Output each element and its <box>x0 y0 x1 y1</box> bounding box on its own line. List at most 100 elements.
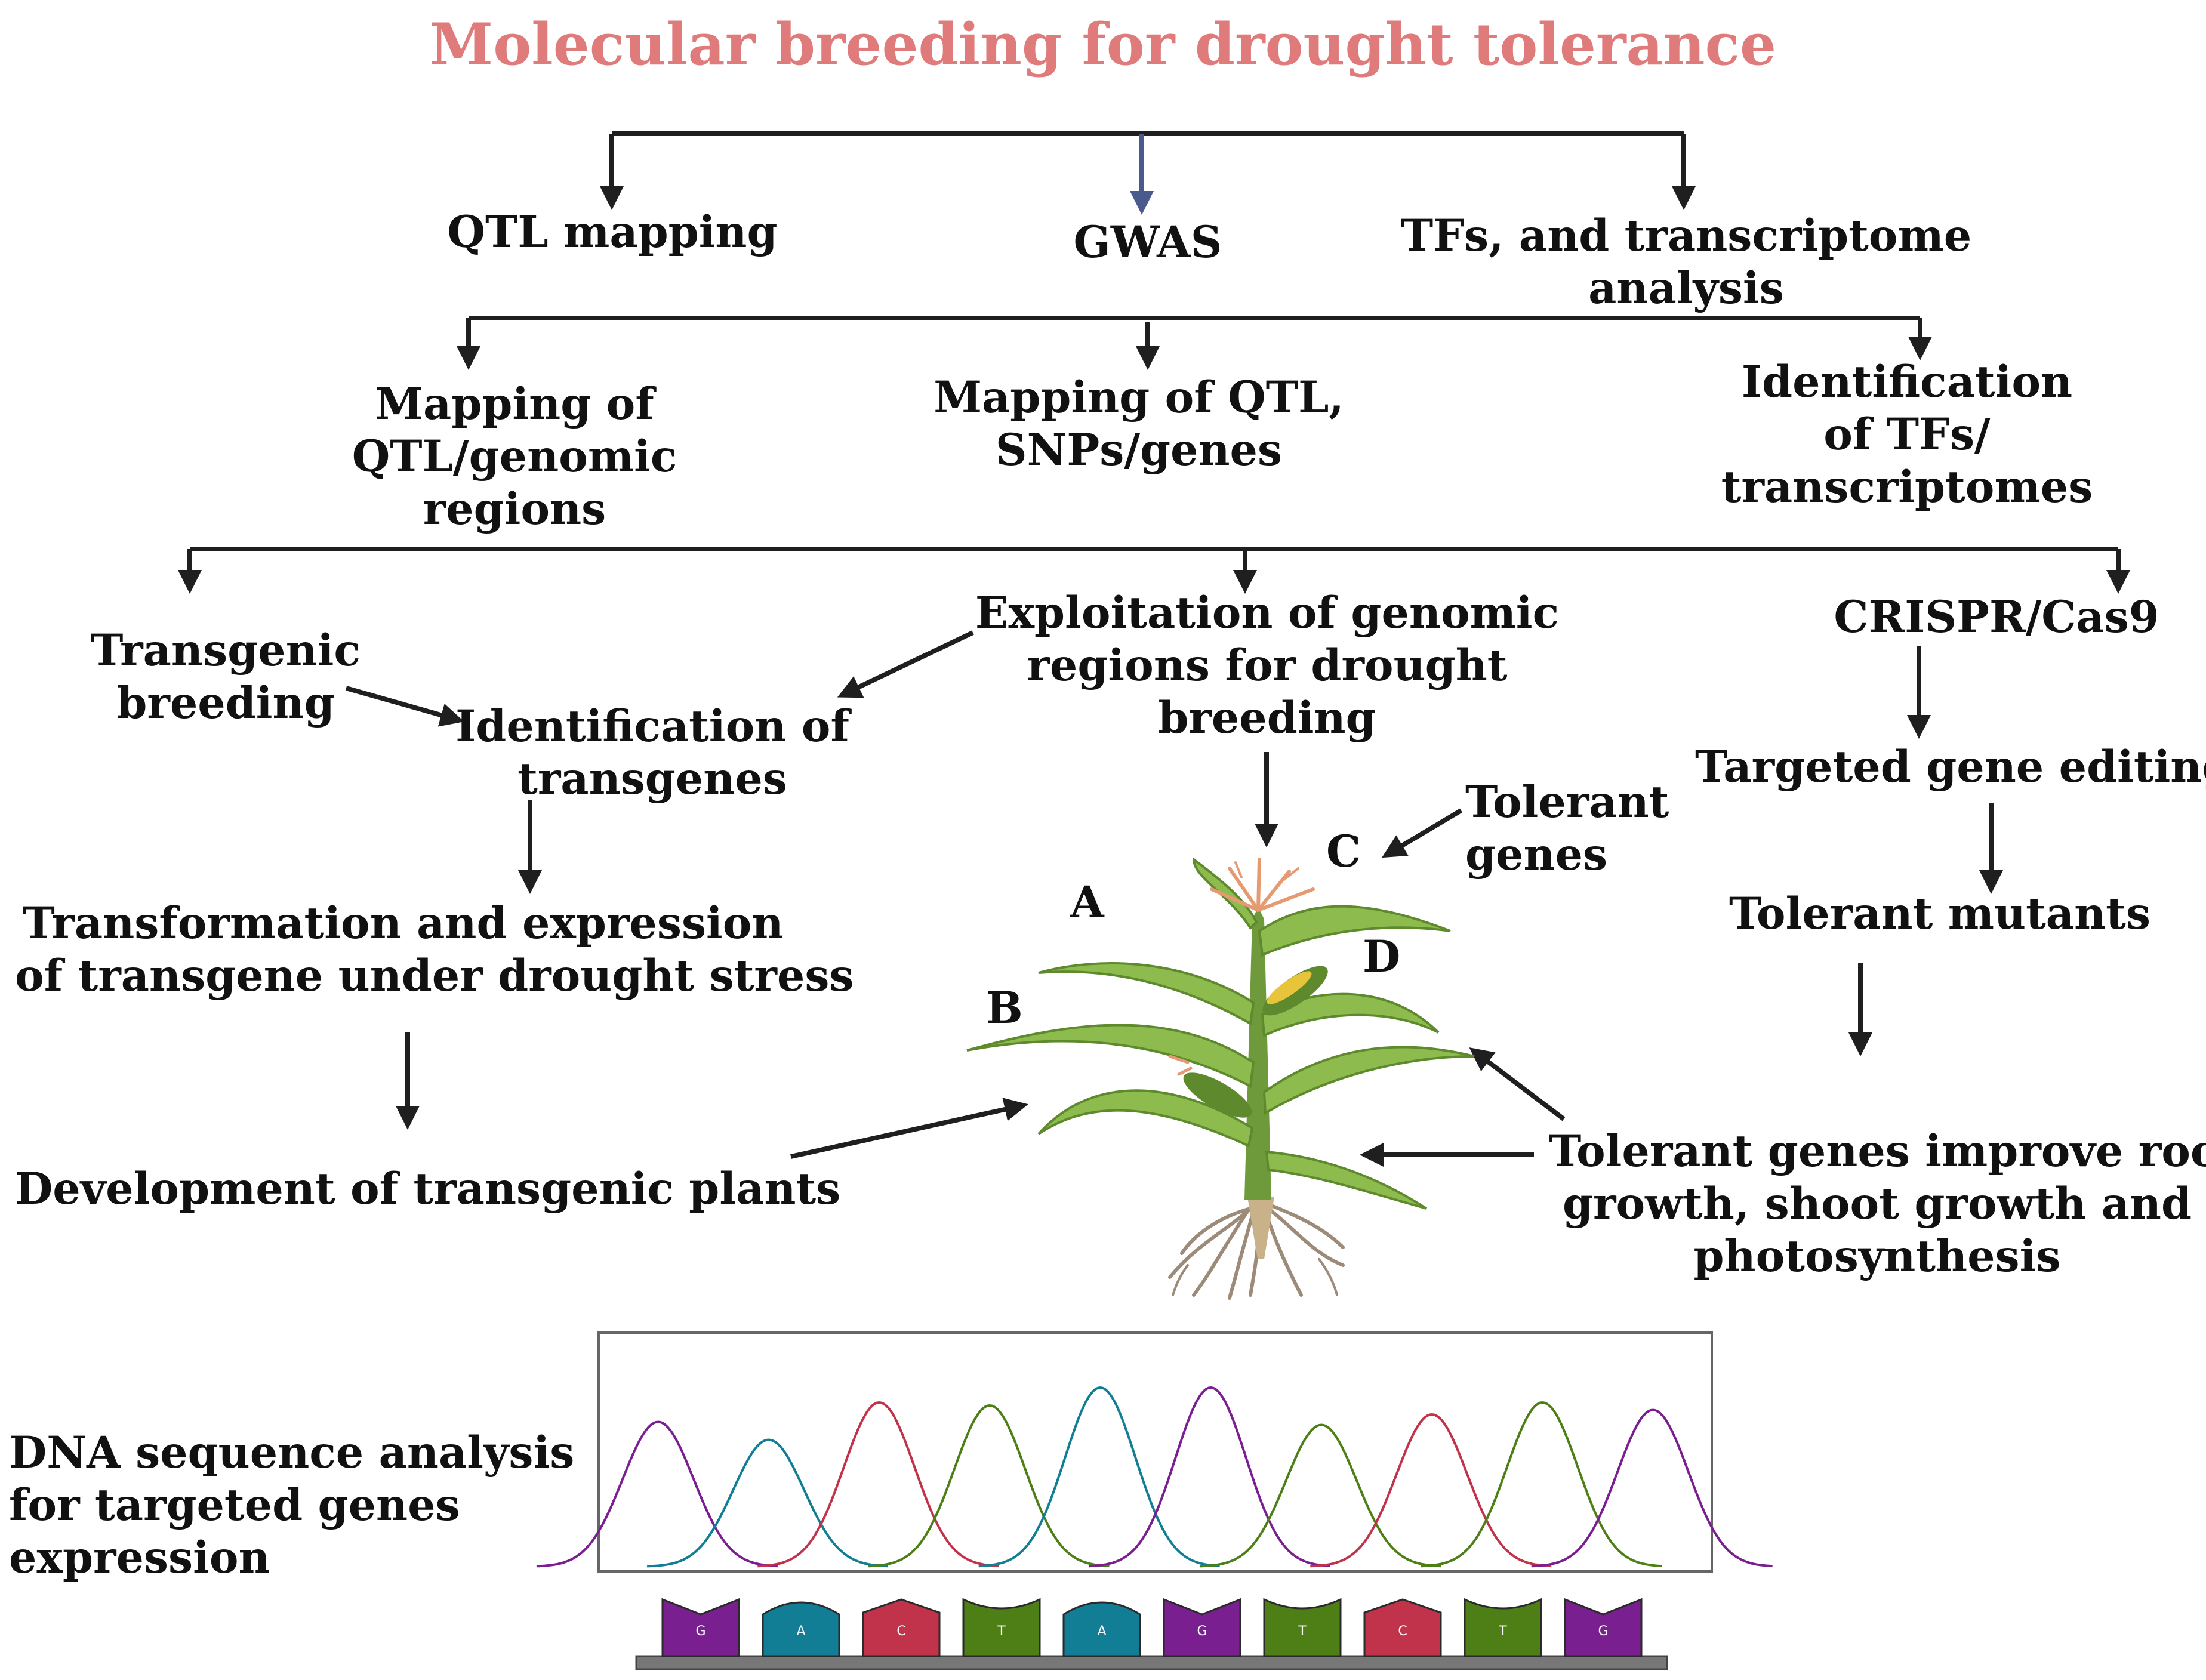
level2-left-line-2: QTL/genomic <box>352 431 677 482</box>
development-transgenic-plants-label: Development of transgenic plants <box>15 1163 841 1214</box>
plant-label-b: B <box>986 982 1023 1034</box>
qtl-mapping-label: QTL mapping <box>447 206 778 258</box>
level2-middle-line-2: SNPs/genes <box>995 424 1283 476</box>
dna-chromatogram <box>536 1331 1773 1573</box>
identification-transgenes-label: Identification of transgenes <box>443 700 861 805</box>
tolerant-genes-improve-label: Tolerant genes improve root growth, shoo… <box>1549 1125 2206 1283</box>
base-marker-letter: T <box>1498 1624 1507 1639</box>
transformation-line-2: of transgene under drought stress <box>15 950 854 1001</box>
base-marker-letter: A <box>796 1624 805 1639</box>
base-marker: G <box>661 1598 740 1657</box>
base-marker: C <box>1363 1598 1442 1657</box>
level2-middle-line-1: Mapping of QTL, <box>933 372 1344 423</box>
gwas-label: GWAS <box>1073 217 1222 268</box>
plant-leaves <box>966 856 1475 1210</box>
level2-right-line-1: Identification <box>1741 356 2073 408</box>
tfs-line-1: TFs, and transcriptome <box>1400 210 1972 261</box>
base-marker-letter: C <box>896 1624 905 1639</box>
base-marker-shape <box>862 1598 941 1657</box>
base-marker: C <box>862 1598 941 1657</box>
base-marker-shape <box>1163 1598 1241 1657</box>
middle-branch-arrows <box>1255 752 1566 1167</box>
base-track-bar <box>635 1655 1668 1670</box>
base-marker-letter: C <box>1398 1624 1407 1639</box>
dna-label-line-1: DNA sequence analysis <box>9 1427 575 1478</box>
exploitation-genomic-regions-label: Exploitation of genomic regions for drou… <box>969 587 1566 744</box>
mapping-qtl-snps-label: Mapping of QTL, SNPs/genes <box>900 371 1378 476</box>
plant-root-base <box>1247 1197 1274 1259</box>
level2-right-line-3: transcriptomes <box>1721 461 2093 513</box>
base-marker: G <box>1564 1598 1643 1657</box>
plant-ears <box>1183 966 1328 1118</box>
maize-plant-illustration <box>966 856 1475 1300</box>
mapping-qtl-genomic-regions-label: Mapping of QTL/genomic regions <box>306 378 723 535</box>
dna-label-line-2: for targeted genes <box>9 1479 460 1531</box>
plant-tassel <box>1168 858 1315 1076</box>
plant-roots <box>1168 1204 1345 1300</box>
base-marker-shape <box>962 1598 1041 1657</box>
base-marker-letter: G <box>695 1624 705 1639</box>
base-marker-shape <box>762 1601 840 1657</box>
transgenic-breeding-line-1: Transgenic <box>91 625 361 676</box>
base-marker-letter: T <box>1298 1624 1307 1639</box>
transformation-expression-label: Transformation and expression of transge… <box>15 897 854 1002</box>
crispr-cas9-label: CRISPR/Cas9 <box>1834 591 2159 643</box>
base-marker-letter: A <box>1097 1624 1106 1639</box>
identification-transgenes-line-1: Identification of <box>455 701 849 752</box>
chromatogram-peak <box>1200 1423 1441 1568</box>
level2-left-line-3: regions <box>423 483 606 535</box>
improve-line-3: photosynthesis <box>1693 1231 2061 1282</box>
base-marker-shape <box>1363 1598 1442 1657</box>
targeted-gene-editing-label: Targeted gene editing <box>1695 741 2206 793</box>
chromatogram-peak <box>868 1404 1110 1568</box>
transgenic-breeding-line-2: breeding <box>116 677 335 729</box>
tolerant-genes-line-2: genes <box>1465 829 1608 880</box>
dna-sequence-analysis-label: DNA sequence analysis for targeted genes… <box>9 1426 594 1584</box>
chromatogram-peak <box>978 1386 1220 1568</box>
identification-tfs-label: Identification of TFs/ transcriptomes <box>1698 356 2116 513</box>
chromatogram-peak <box>647 1438 889 1568</box>
chromatogram-peak <box>1531 1408 1773 1568</box>
exploitation-line-3: breeding <box>1158 692 1376 744</box>
chromatogram-peaks <box>536 1386 1773 1568</box>
improve-line-1: Tolerant genes improve root <box>1549 1126 2206 1177</box>
transformation-line-1: Transformation and expression <box>22 898 784 949</box>
dna-label-line-3: expression <box>9 1532 270 1583</box>
base-marker-letter: G <box>1598 1624 1608 1639</box>
left-branch-arrows <box>345 630 1028 1159</box>
base-marker-shape <box>1564 1598 1643 1657</box>
level2-right-line-2: of TFs/ <box>1823 409 1991 460</box>
base-marker-letter: G <box>1197 1624 1207 1639</box>
base-marker: T <box>1263 1598 1342 1657</box>
transgenic-breeding-label: Transgenic breeding <box>76 624 375 729</box>
base-marker-letter: T <box>997 1624 1006 1639</box>
chromatogram-frame <box>597 1331 1713 1573</box>
chromatogram-peak <box>1421 1401 1662 1568</box>
chromatogram-peak <box>757 1401 999 1568</box>
right-branch-arrows <box>1848 646 2003 1056</box>
base-marker-shape <box>1263 1598 1342 1657</box>
base-marker: A <box>1062 1601 1141 1657</box>
exploitation-line-2: regions for drought <box>1027 640 1508 691</box>
base-marker: T <box>962 1598 1041 1657</box>
base-marker-shape <box>661 1598 740 1657</box>
exploitation-line-1: Exploitation of genomic <box>975 587 1560 639</box>
identification-transgenes-line-2: transgenes <box>517 753 787 804</box>
plant-label-d: D <box>1363 931 1401 982</box>
level1-connectors <box>600 131 1696 215</box>
base-marker: T <box>1464 1598 1542 1657</box>
improve-line-2: growth, shoot growth and <box>1562 1178 2192 1229</box>
tolerant-genes-line-1: Tolerant <box>1465 776 1669 828</box>
tolerant-genes-label: Tolerant genes <box>1465 776 1704 881</box>
plant-label-c: C <box>1326 826 1361 877</box>
chromatogram-peak <box>536 1420 778 1568</box>
tolerant-mutants-label: Tolerant mutants <box>1729 888 2150 939</box>
chromatogram-peak <box>1310 1413 1552 1568</box>
base-marker: A <box>762 1601 840 1657</box>
level3-connectors <box>178 547 2130 594</box>
page-title: Molecular breeding for drought tolerance <box>429 11 1777 78</box>
chromatogram-peak <box>1089 1386 1330 1568</box>
